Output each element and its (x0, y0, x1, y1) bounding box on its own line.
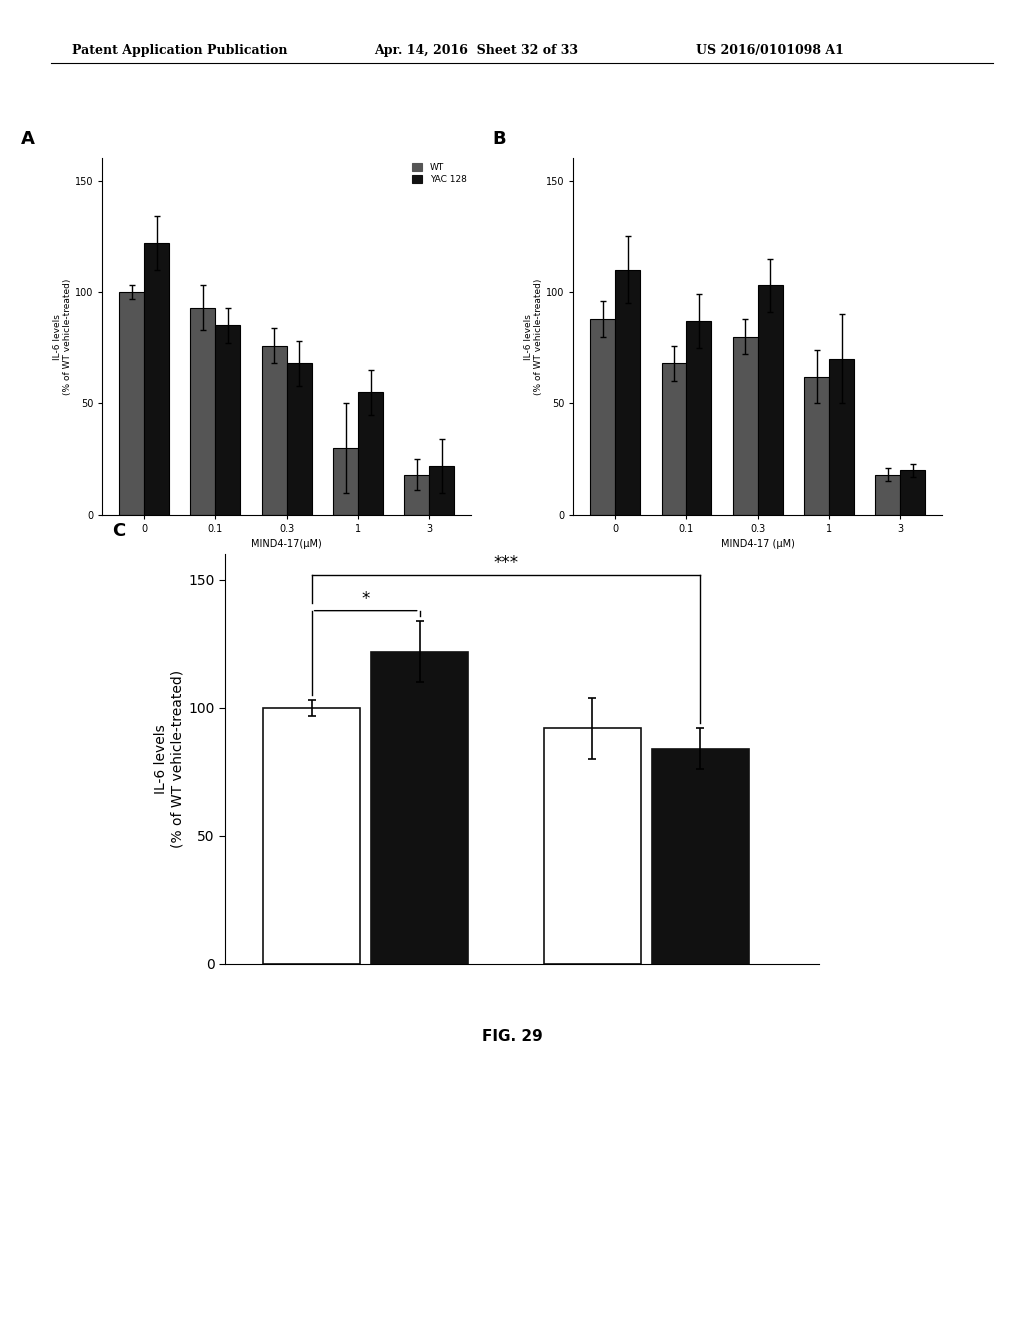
Bar (652, 748, 749, 964)
Bar (829, 359, 854, 515)
Legend: WT, YAC 128: WT, YAC 128 (412, 162, 467, 183)
Bar (733, 337, 758, 515)
Bar (371, 652, 468, 964)
Text: A: A (22, 129, 35, 148)
Bar (144, 243, 169, 515)
Y-axis label: IL-6 levels
(% of WT vehicle-treated): IL-6 levels (% of WT vehicle-treated) (523, 279, 543, 395)
Bar (662, 363, 686, 515)
Bar (287, 363, 311, 515)
Text: FIG. 29: FIG. 29 (481, 1028, 543, 1044)
Bar (215, 326, 241, 515)
X-axis label: MIND4-17(μM): MIND4-17(μM) (251, 540, 323, 549)
Bar (876, 475, 900, 515)
Bar (333, 447, 358, 515)
Bar (190, 308, 215, 515)
X-axis label: MIND4-17 (μM): MIND4-17 (μM) (721, 540, 795, 549)
Bar (758, 285, 782, 515)
Bar (263, 708, 360, 964)
Text: ***: *** (494, 554, 518, 573)
Text: Apr. 14, 2016  Sheet 32 of 33: Apr. 14, 2016 Sheet 32 of 33 (374, 44, 578, 57)
Y-axis label: IL-6 levels
(% of WT vehicle-treated): IL-6 levels (% of WT vehicle-treated) (155, 671, 184, 847)
Bar (358, 392, 383, 515)
Bar (686, 321, 712, 515)
Text: Patent Application Publication: Patent Application Publication (72, 44, 287, 57)
Bar (404, 475, 429, 515)
Text: US 2016/0101098 A1: US 2016/0101098 A1 (696, 44, 844, 57)
Bar (615, 269, 640, 515)
Y-axis label: IL-6 levels
(% of WT vehicle-treated): IL-6 levels (% of WT vehicle-treated) (52, 279, 72, 395)
Bar (262, 346, 287, 515)
Bar (544, 729, 641, 964)
Text: B: B (493, 129, 506, 148)
Bar (429, 466, 455, 515)
Text: C: C (113, 521, 126, 540)
Bar (804, 376, 829, 515)
Text: *: * (361, 590, 370, 609)
Bar (590, 319, 615, 515)
Bar (900, 470, 926, 515)
Bar (119, 292, 144, 515)
